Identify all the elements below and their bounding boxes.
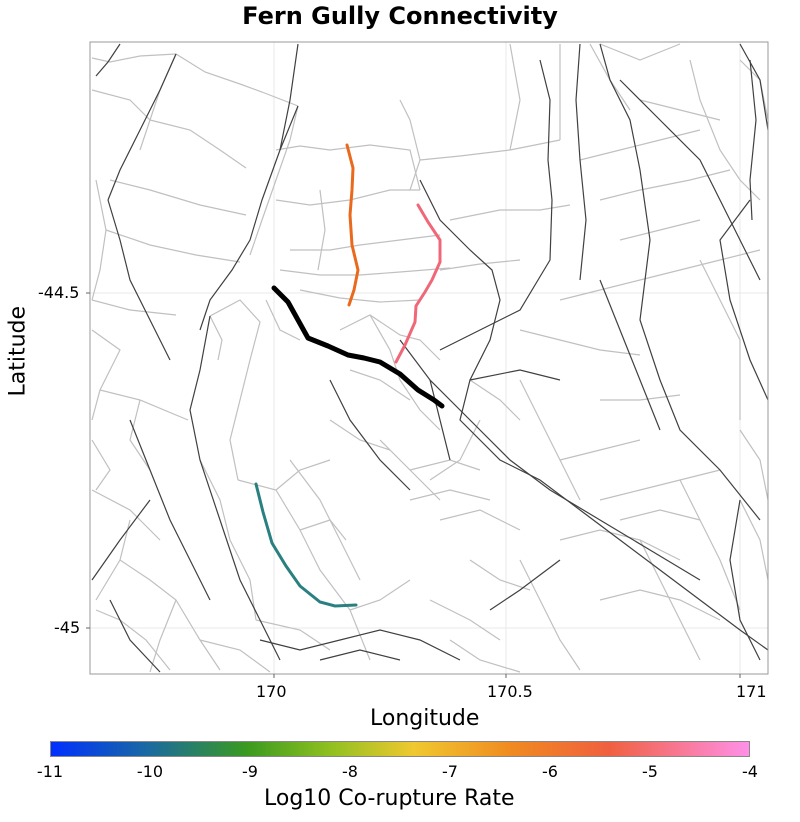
map-title: Fern Gully Connectivity xyxy=(242,2,558,30)
colorbar-tick: -5 xyxy=(642,762,658,781)
y-tick-44.5: -44.5 xyxy=(38,283,80,302)
section-orange xyxy=(345,143,360,307)
section-teal xyxy=(254,482,358,608)
light-fault-traces xyxy=(91,43,769,673)
section-target xyxy=(271,285,445,409)
x-tick-170.5: 170.5 xyxy=(487,682,533,701)
grid-lines xyxy=(90,42,768,674)
colorbar-tick: -4 xyxy=(742,762,758,781)
colorbar-tick: -11 xyxy=(36,762,64,781)
colorbar-tick: -7 xyxy=(442,762,458,781)
dark-fault-traces xyxy=(91,43,769,673)
plot-frame xyxy=(89,41,769,675)
y-axis-label: Latitude xyxy=(5,305,31,397)
x-tick-171: 171 xyxy=(736,682,767,701)
x-tick-170: 170 xyxy=(256,682,287,701)
colorbar-tick: -8 xyxy=(342,762,358,781)
section-pink xyxy=(394,203,442,364)
y-tick-45: -45 xyxy=(54,618,81,637)
colorbar-label: Log10 Co-rupture Rate xyxy=(264,786,515,811)
x-axis-label: Longitude xyxy=(370,706,480,731)
colorbar-tick: -10 xyxy=(136,762,164,781)
colorbar-tick: -9 xyxy=(242,762,258,781)
colorbar xyxy=(50,741,750,757)
colorbar-tick: -6 xyxy=(542,762,558,781)
